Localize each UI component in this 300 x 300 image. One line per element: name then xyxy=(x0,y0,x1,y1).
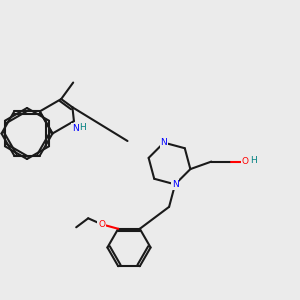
Text: N: N xyxy=(160,138,167,147)
Text: O: O xyxy=(98,220,105,229)
Text: N: N xyxy=(172,180,178,189)
Text: H: H xyxy=(80,123,86,132)
Text: O: O xyxy=(242,157,249,166)
Text: H: H xyxy=(250,156,257,165)
Text: N: N xyxy=(72,124,79,133)
